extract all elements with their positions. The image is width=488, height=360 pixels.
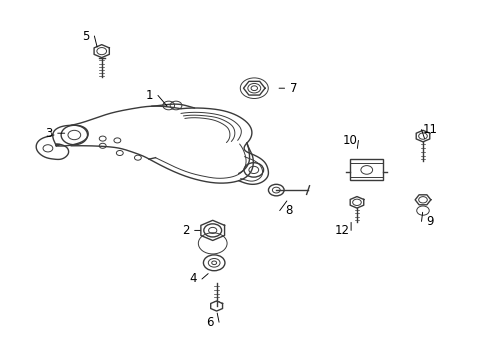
Text: 5: 5 bbox=[81, 30, 89, 42]
Text: 12: 12 bbox=[334, 224, 349, 237]
Text: 10: 10 bbox=[342, 134, 356, 147]
Text: 3: 3 bbox=[45, 127, 53, 140]
Text: 6: 6 bbox=[206, 316, 214, 329]
Text: 11: 11 bbox=[422, 123, 437, 136]
Text: 2: 2 bbox=[182, 224, 189, 237]
Text: 8: 8 bbox=[284, 204, 292, 217]
Text: 4: 4 bbox=[189, 273, 197, 285]
Text: 7: 7 bbox=[289, 82, 297, 95]
Text: 1: 1 bbox=[145, 89, 153, 102]
Text: 9: 9 bbox=[426, 215, 433, 228]
